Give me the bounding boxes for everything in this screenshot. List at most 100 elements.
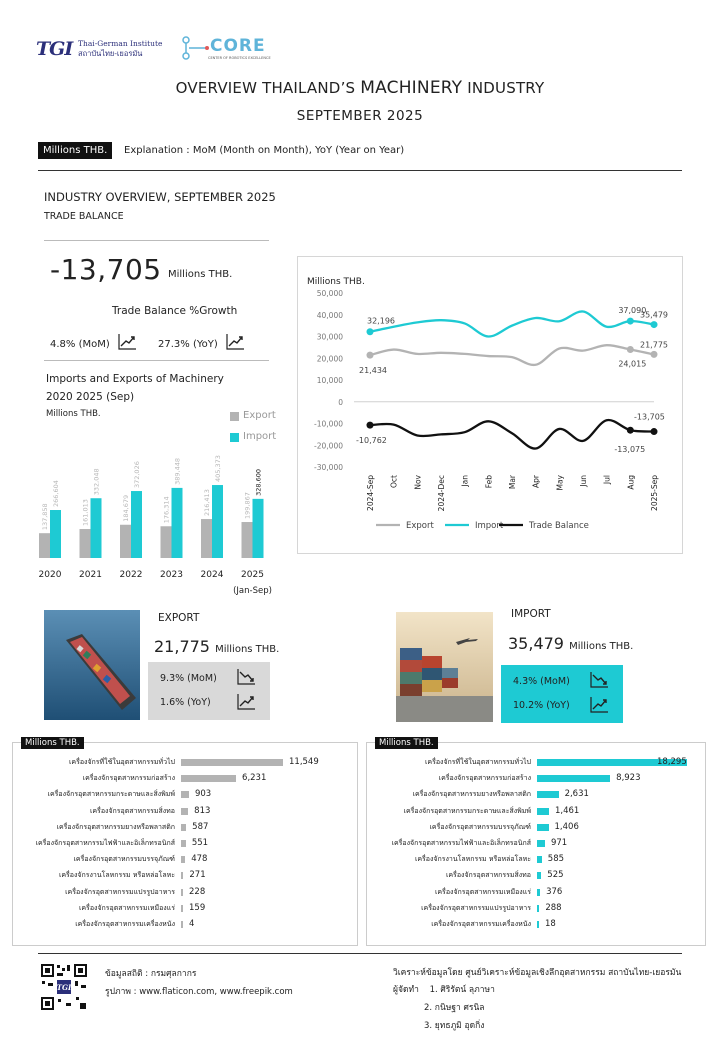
legend-export-label: Export [243,410,276,421]
x-tick-label: Aug [626,475,635,490]
ranking-category-label: เครื่องจักรอุตสาหกรรมแปรรูปอาหาร [421,903,531,912]
data-point [650,350,658,358]
data-point [650,428,658,436]
ranking-bar [537,888,541,896]
legend-label: Trade Balance [528,521,589,531]
monthly-line-chart-panel: Millions THB. 50,000 40,000 30,000 20,000 10,… [297,256,683,554]
page-title: OVERVIEW THAILAND’S MACHINERY INDUSTRY [0,78,720,98]
ranking-bar [537,856,542,864]
import-data-label: 266,604 [52,480,60,507]
ranking-bar [181,840,186,847]
trade-balance-unit: Millions THB. [168,269,233,280]
ranking-category-label: เครื่องจักรอุตสาหกรรมเหมืองแร่ [434,887,531,896]
source-text: ข้อมูลสถิติ : กรมศุลกากร [105,969,197,979]
ranking-bar [537,759,687,766]
export-bar [79,529,91,558]
divider [38,953,682,954]
ranking-bar [181,775,237,783]
ranking-category-label: เครื่องจักรอุตสาหกรรมเครื่องหนัง [431,920,531,928]
title-part3: INDUSTRY [462,79,545,97]
ranking-category-label: เครื่องจักรอุตสาหกรรมบรรจุภัณฑ์ [73,855,175,864]
import-bar [50,510,61,558]
export-yoy: 1.6% (YoY) [160,697,211,708]
export-ranking-unit: Millions THB. [21,737,84,749]
divider [44,360,269,361]
legend-export: Export [230,410,276,421]
qr-code-icon: TGI [40,963,88,1011]
ranking-bar [181,904,183,912]
ranking-value-label: 551 [191,838,209,848]
year-tick-label: 2020 [39,570,62,580]
ranking-category-label: เครื่องจักรอุตสาหกรรมกระดาษและสิ่งพิมพ์ [47,790,175,799]
y-tick-label: 0 [338,398,343,407]
line-data-label: -10,762 [356,436,387,445]
line-data-label: 32,196 [367,317,395,326]
ranking-value-label: 2,631 [564,789,589,800]
ranking-category-label: เครื่องจักรที่ใช้ในอุตสาหกรรมทั่วไป [425,758,531,766]
ranking-bar [537,791,559,799]
overview-title: INDUSTRY OVERVIEW, SEPTEMBER 2025 [44,190,276,204]
series-line-trade-balance [369,418,655,450]
tgi-logo-text: Thai-German Institute สถาบันไทย-เยอรมัน [78,39,162,59]
line-data-label: 24,015 [618,360,646,369]
x-tick-label: Apr [532,474,541,488]
ranking-bar [181,856,186,864]
x-tick-label: Jun [579,475,588,488]
explanation-text: Explanation : MoM (Month on Month), YoY … [124,145,405,156]
core-logo-word: CORE [210,36,266,56]
line-data-label: 37,090 [618,306,646,315]
export-bar [201,519,212,558]
ranking-value-label: 971 [550,838,568,848]
ranking-category-label: เครื่องจักรอุตสาหกรรมแปรรูปอาหาร [65,887,175,896]
x-tick-label: 2025-Sep [650,475,659,511]
data-point [650,321,658,329]
import-ranking-unit: Millions THB. [375,737,438,749]
y-tick-label: -20,000 [314,441,343,450]
trend-up-icon [237,694,255,710]
y-tick-label: -10,000 [314,420,343,429]
ranking-bar [181,888,183,896]
divider [38,170,682,171]
ranking-value-label: 18,295 [657,757,687,767]
ranking-value-label: 1,461 [554,805,580,816]
ranking-value-label: 478 [191,854,208,865]
year-tick-label: 2021 [79,570,102,580]
x-tick-label: Jan [461,475,470,488]
x-tick-label: Jul [603,475,612,485]
import-data-label: 332,048 [93,468,101,495]
data-point [626,426,634,434]
export-bar [120,524,131,558]
legend-label: Export [406,521,434,531]
export-ranking-panel: Millions THB. เครื่องจักรที่ใช้ในอุตสาหก… [12,737,358,946]
authors-label: ผู้จัดทำ [393,985,419,995]
import-bar [212,485,223,558]
line-data-label: 21,775 [640,340,668,349]
line-data-label: 35,479 [640,311,668,320]
ranking-bar [181,921,183,928]
x-tick-label: 2024-Sep [366,475,375,511]
export-value-number: 21,775 [154,637,210,656]
ranking-category-label: เครื่องจักรอุตสาหกรรมก่อสร้าง [82,774,175,783]
ranking-bar [181,759,283,766]
ranking-category-label: เครื่องจักรอุตสาหกรรมบรรจุภัณฑ์ [429,822,531,831]
x-tick-label: 2024-Dec [437,475,446,511]
page-subtitle: SEPTEMBER 2025 [296,108,424,124]
ranking-category-label: เครื่องจักรอุตสาหกรรมยางหรือพลาสติก [56,822,175,831]
x-tick-label: May [555,474,564,490]
y-axis-title: Millions THB. [307,277,365,287]
authors: ผู้จัดทำ 1. ศิริรัตน์ ลุภาษา [393,982,495,996]
import-mom: 4.3% (MoM) [513,676,570,687]
import-value-number: 35,479 [508,634,564,653]
year-tick-label: 2023 [160,570,183,580]
ranking-category-label: เครื่องจักรที่ใช้ในอุตสาหกรรมทั่วไป [69,758,175,766]
ranking-bar [181,823,187,831]
export-data-label: 199,867 [244,492,252,519]
ranking-bar [537,921,539,928]
trade-balance-value: -13,705 [50,253,162,286]
annual-chart-unit: Millions THB. [46,409,101,419]
annual-chart-title-line2: 2020 2025 (Sep) [46,391,135,403]
core-logo-sub: CENTER OF ROBOTICS EXCELLENCE [208,56,271,60]
data-point [626,317,634,325]
tgi-logo: TGI Thai-German Institute สถาบันไทย-เยอร… [36,36,166,64]
